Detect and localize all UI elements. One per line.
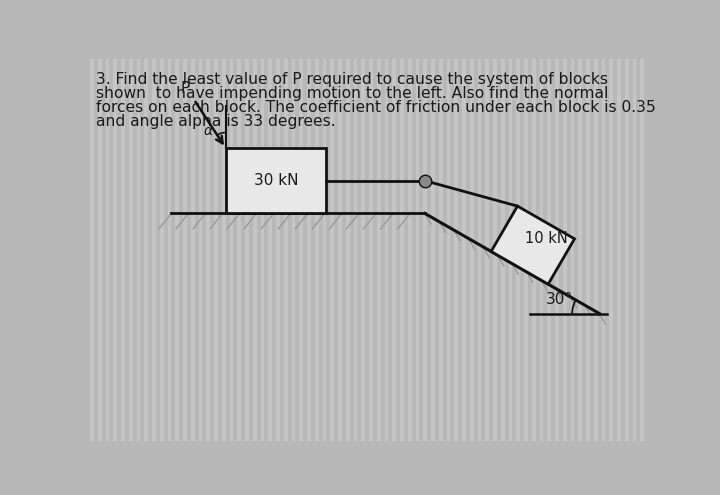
Bar [323, 59, 326, 441]
Bar [617, 59, 621, 441]
Bar [338, 59, 342, 441]
Bar [269, 59, 272, 441]
Bar [586, 59, 590, 441]
Bar [346, 59, 350, 441]
Bar [508, 59, 513, 441]
Bar [477, 59, 482, 441]
Bar [632, 59, 636, 441]
Bar [601, 59, 606, 441]
Bar [384, 59, 388, 441]
Bar [284, 59, 287, 441]
Bar [438, 59, 443, 441]
Text: 30 kN: 30 kN [253, 173, 298, 188]
Bar [423, 59, 427, 441]
Bar [152, 59, 156, 441]
Text: P: P [181, 81, 190, 96]
Bar [524, 59, 528, 441]
Bar [640, 59, 644, 441]
Bar [183, 59, 187, 441]
Bar [415, 59, 419, 441]
Bar [98, 59, 102, 441]
Bar [238, 59, 241, 441]
Bar [160, 59, 163, 441]
Bar [225, 148, 326, 213]
Bar [253, 59, 256, 441]
Bar [191, 59, 194, 441]
Bar [369, 59, 373, 441]
Bar [230, 59, 233, 441]
Bar [462, 59, 466, 441]
Bar [454, 59, 458, 441]
Bar [276, 59, 280, 441]
Text: forces on each block. The coefficient of friction under each block is 0.35: forces on each block. The coefficient of… [96, 100, 656, 115]
Bar [493, 59, 497, 441]
Bar [121, 59, 125, 441]
Bar [330, 59, 334, 441]
Bar [555, 59, 559, 441]
Bar [90, 59, 94, 441]
Bar [400, 59, 404, 441]
Bar [292, 59, 295, 441]
Bar [300, 59, 303, 441]
Bar [106, 59, 109, 441]
Bar [392, 59, 396, 441]
Bar [377, 59, 381, 441]
Bar [307, 59, 311, 441]
Bar [485, 59, 489, 441]
Bar [609, 59, 613, 441]
Text: α: α [204, 124, 213, 138]
Bar [175, 59, 179, 441]
Bar [137, 59, 140, 441]
Bar [144, 59, 148, 441]
Bar [539, 59, 544, 441]
Text: 3. Find the least value of P required to cause the system of blocks: 3. Find the least value of P required to… [96, 72, 608, 88]
Bar [408, 59, 412, 441]
Bar [547, 59, 551, 441]
Bar [214, 59, 218, 441]
Bar [361, 59, 365, 441]
Bar [532, 59, 536, 441]
Bar [516, 59, 520, 441]
Text: and angle alpha is 33 degrees.: and angle alpha is 33 degrees. [96, 114, 336, 129]
Bar [500, 59, 505, 441]
Bar [206, 59, 210, 441]
Bar [594, 59, 598, 441]
Bar [168, 59, 171, 441]
Bar [199, 59, 202, 441]
Text: 10 kN: 10 kN [526, 232, 568, 247]
Text: shown  to have impending motion to the left. Also find the normal: shown to have impending motion to the le… [96, 86, 608, 101]
Bar [446, 59, 451, 441]
Bar [261, 59, 264, 441]
Text: 30°: 30° [546, 293, 572, 307]
Bar [625, 59, 629, 441]
Bar [315, 59, 319, 441]
Bar [129, 59, 132, 441]
Bar [469, 59, 474, 441]
Bar [578, 59, 582, 441]
Bar [563, 59, 567, 441]
Bar [245, 59, 249, 441]
Polygon shape [491, 206, 575, 284]
Bar [431, 59, 435, 441]
Bar [113, 59, 117, 441]
Bar [570, 59, 575, 441]
Bar [222, 59, 225, 441]
Bar [354, 59, 357, 441]
